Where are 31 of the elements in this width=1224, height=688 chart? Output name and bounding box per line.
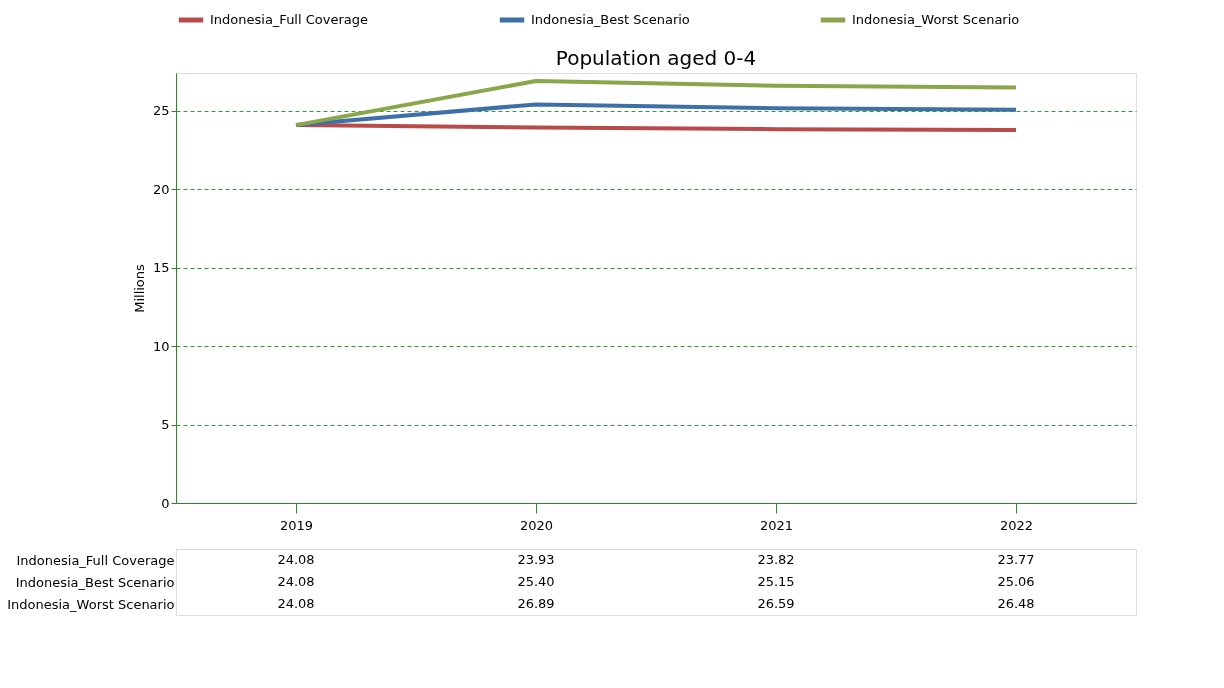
y-tick-label: 10 bbox=[152, 338, 170, 354]
data-label: 23.93 bbox=[517, 552, 555, 567]
legend-label: Indonesia_Best Scenario bbox=[531, 12, 690, 27]
data-label: 26.59 bbox=[757, 596, 795, 611]
data-label: 24.08 bbox=[277, 596, 315, 611]
text: Indonesia_Full Coverage bbox=[16, 552, 175, 568]
legend-label: Indonesia_Full Coverage bbox=[210, 12, 369, 27]
data-label: 26.48 bbox=[997, 596, 1035, 611]
y-tick-label: 25 bbox=[152, 103, 170, 119]
chart-title: Population aged 0-4 bbox=[555, 46, 757, 70]
legend-label: Indonesia_Worst Scenario bbox=[852, 12, 1020, 27]
y-tick-label: 20 bbox=[152, 181, 170, 197]
data-label: 25.06 bbox=[997, 574, 1035, 589]
y-tick-label: 5 bbox=[161, 417, 170, 433]
data-label: 23.82 bbox=[757, 552, 795, 567]
data-label: 25.40 bbox=[517, 574, 555, 589]
data-label: 24.08 bbox=[277, 552, 315, 567]
text: Indonesia_Worst Scenario bbox=[7, 596, 175, 612]
x-tick-label: 2021 bbox=[759, 517, 794, 533]
y-axis-title: Millions bbox=[131, 263, 147, 313]
y-tick-label: 0 bbox=[161, 495, 170, 511]
line-series bbox=[294, 79, 1018, 128]
x-tick-label: 2020 bbox=[519, 517, 554, 533]
data-label: 24.08 bbox=[277, 574, 315, 589]
x-tick-label: 2019 bbox=[279, 517, 314, 533]
y-tick-label: 15 bbox=[152, 260, 170, 276]
text: Indonesia_Best Scenario bbox=[15, 574, 175, 590]
x-tick-label: 2022 bbox=[999, 517, 1034, 533]
data-label: 23.77 bbox=[997, 552, 1035, 567]
data-label: 25.15 bbox=[757, 574, 795, 589]
data-label: 26.89 bbox=[517, 596, 555, 611]
